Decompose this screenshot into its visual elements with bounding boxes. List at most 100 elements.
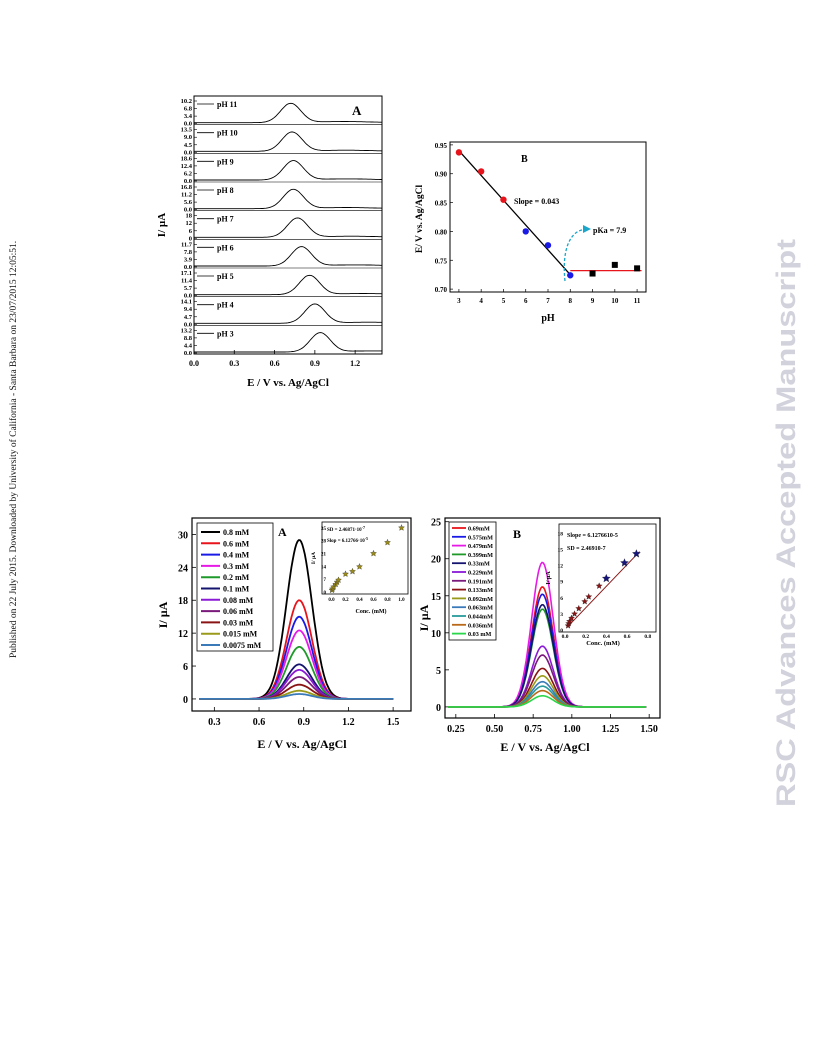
- inset-point: [370, 549, 377, 557]
- inset-point: [384, 538, 391, 546]
- x-tick-label: 0.9: [297, 717, 310, 728]
- legend-label: 0.063mM: [468, 605, 493, 612]
- data-point: [634, 265, 641, 272]
- row-legend-label: pH 3: [217, 329, 234, 338]
- legend-label: 0.8 mM: [223, 528, 250, 537]
- row-tick-label: 6.2: [184, 170, 192, 177]
- x-tick-label: 0.0: [189, 359, 199, 368]
- inset-point: [342, 570, 349, 577]
- ph-trace-ph-8: [194, 188, 383, 210]
- inset-x-tick-label: 0.4: [356, 598, 363, 603]
- x-tick-label: 0.3: [229, 359, 239, 368]
- legend-label: 0.036mM: [468, 622, 493, 629]
- y-tick-label: 10: [431, 629, 441, 640]
- row-tick-label: 0.0: [184, 178, 192, 185]
- dpv-curve: [448, 695, 647, 708]
- y-tick-label: 6: [183, 662, 188, 673]
- legend-label: 0.191mM: [468, 578, 493, 585]
- row-tick-label: 0.0: [184, 149, 192, 156]
- legend-label: 0.575mM: [468, 534, 493, 541]
- figure-2a-inset-slope: Slop = 6.12766·10-5: [327, 536, 368, 544]
- x-tick-label: 6: [524, 297, 528, 305]
- figure-1b-frame: [449, 141, 647, 293]
- figure-1b-xlabel: pH: [541, 313, 555, 324]
- legend-label: 0.015 mM: [223, 630, 258, 639]
- y-tick-label: 15: [431, 592, 441, 603]
- data-point: [500, 196, 507, 203]
- row-tick-label: 17.1: [181, 270, 192, 277]
- figure-1a-xlabel: E / V vs. Ag/AgCl: [247, 377, 329, 389]
- row-tick-label: 0.0: [184, 321, 192, 328]
- figure-2a-legend-box: [196, 522, 274, 652]
- inset-point: [581, 597, 589, 605]
- figure-2b: 25 20 15 10 5 0 0.25 0.50 0.75 1.00 1.25 1.50 0.69m…: [415, 512, 665, 757]
- row-legend-label: pH 4: [217, 301, 234, 310]
- figure-2b-xlabel: E / V vs. Ag/AgCl: [500, 740, 590, 754]
- inset-point: [566, 617, 573, 625]
- figure-2a: 30 24 18 12 6 0 0.3 0.6 0.9 1.2 1.5 0.8 mM 0.6 mM 0.…: [150, 512, 415, 757]
- inset-x-tick-label: 0.8: [644, 634, 651, 640]
- data-point: [611, 261, 618, 268]
- y-tick-label: 0.70: [435, 286, 448, 294]
- x-tick-label: 4: [479, 297, 483, 305]
- figure-1b-pka: pKa = 7.9: [593, 226, 626, 235]
- x-tick-label: 0.75: [524, 724, 542, 735]
- row-tick-label: 6.8: [184, 106, 193, 113]
- legend-label: 0.08 mM: [223, 596, 254, 605]
- inset-x-tick-label: 0.4: [603, 634, 610, 640]
- x-tick-label: 1.2: [342, 717, 355, 728]
- data-point: [544, 242, 552, 249]
- legend-label: 0.6 mM: [223, 539, 250, 548]
- dpv-curve: [448, 689, 647, 708]
- legend-label: 0.044mM: [468, 614, 493, 621]
- data-point: [477, 168, 485, 175]
- inset-point: [398, 524, 405, 531]
- x-tick-label: 1.2: [350, 359, 360, 368]
- inset-y-tick-label: 28: [321, 540, 327, 545]
- row-tick-label: 6: [189, 228, 193, 235]
- row-tick-label: 7.8: [184, 249, 193, 256]
- legend-label: 0.06 mM: [223, 607, 254, 616]
- row-tick-label: 4.7: [184, 314, 193, 321]
- row-legend-label: pH 5: [217, 272, 234, 281]
- publication-note-text: Published on 22 July 2015. Downloaded by…: [8, 241, 19, 658]
- y-tick-label: 18: [178, 596, 188, 607]
- figure-1b-slope: Slope = 0.043: [514, 197, 559, 206]
- row-tick-label: 13.2: [181, 327, 192, 334]
- inset-point: [575, 604, 583, 612]
- x-tick-label: 11: [634, 297, 641, 305]
- inset-point: [620, 558, 629, 567]
- figure-1a-frame: [193, 95, 383, 355]
- dpv-curve: [199, 693, 394, 700]
- legend-label: 0.03 mM: [223, 618, 254, 627]
- legend-label: 0.229mM: [468, 570, 493, 577]
- figure-2b-inset-ylabel: I/ µA: [546, 571, 552, 585]
- row-tick-label: 9.0: [184, 134, 192, 141]
- inset-y-tick-label: 0: [560, 628, 563, 634]
- legend-label: 0.1 mM: [223, 585, 250, 594]
- figure-2b-inset-xlabel: Conc. (mM): [586, 640, 620, 647]
- x-tick-label: 0.25: [447, 724, 465, 735]
- inset-y-tick-label: 14: [321, 565, 327, 570]
- row-tick-label: 8.8: [184, 335, 193, 342]
- row-tick-label: 11.2: [181, 192, 192, 199]
- legend-label: 0.2 mM: [223, 573, 250, 582]
- inset-point: [601, 573, 611, 583]
- legend-label: 0.03 mM: [468, 631, 492, 638]
- row-tick-label: 18.6: [181, 155, 193, 162]
- row-tick-label: 3.4: [184, 113, 193, 120]
- inset-y-tick-label: 9: [560, 580, 563, 586]
- dpv-curve: [448, 680, 647, 708]
- row-tick-label: 0.0: [184, 121, 192, 128]
- inset-x-tick-label: 0.2: [582, 634, 589, 640]
- inset-x-tick-label: 0.0: [562, 634, 569, 640]
- x-tick-label: 8: [569, 297, 573, 305]
- ph-trace-ph-5: [194, 274, 383, 296]
- row-tick-label: 11.4: [181, 278, 193, 285]
- row-tick-label: 0: [189, 235, 192, 242]
- pka-arrow: [563, 228, 589, 282]
- inset-y-tick-label: 15: [558, 547, 564, 553]
- inset-point: [349, 567, 356, 575]
- row-legend-label: pH 11: [217, 100, 237, 109]
- fit-line: [458, 150, 571, 276]
